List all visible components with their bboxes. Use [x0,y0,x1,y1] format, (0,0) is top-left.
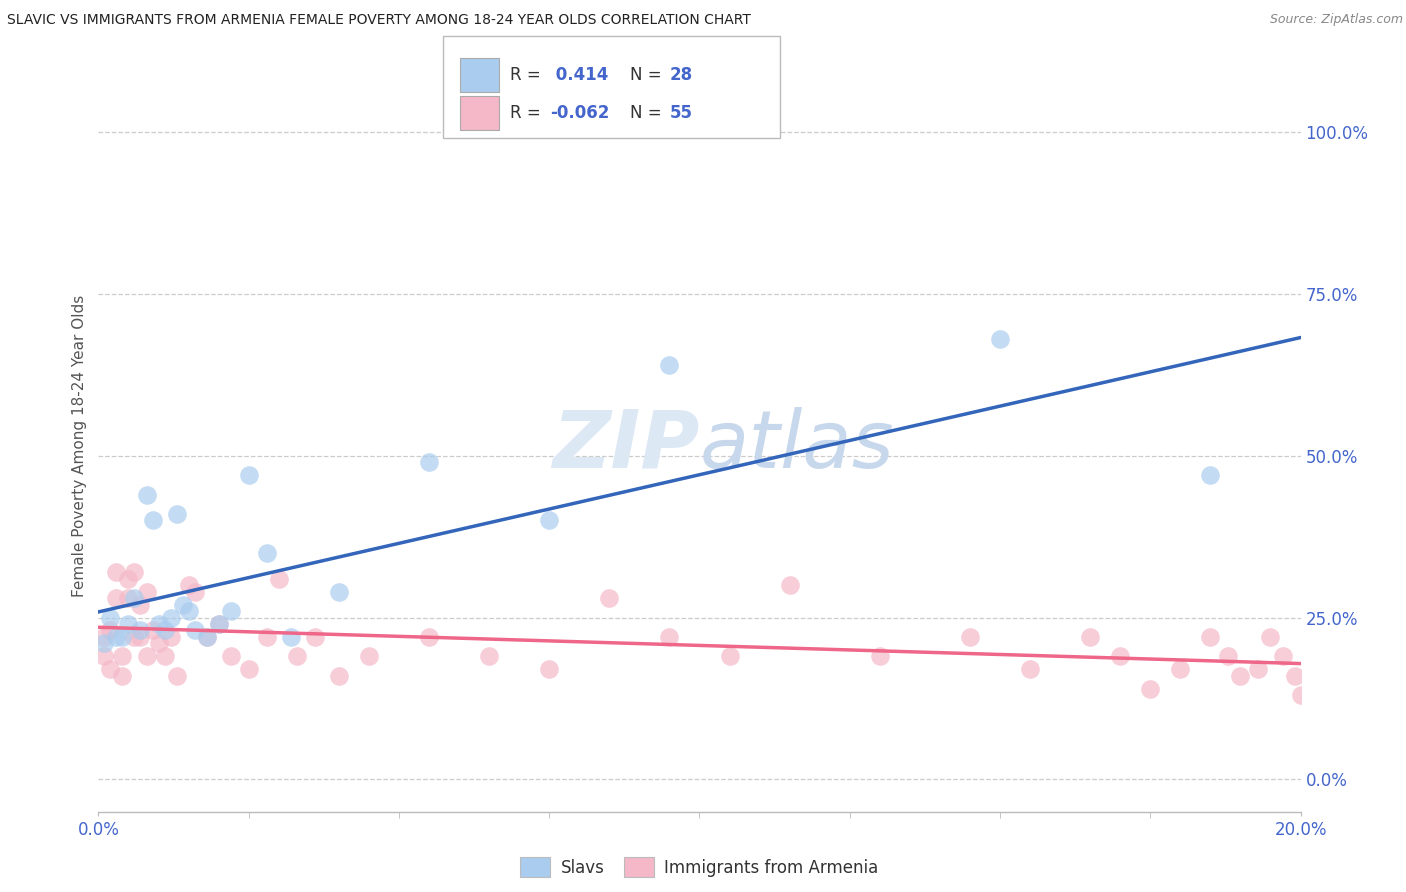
Point [166,669,188,683]
Point [1284,669,1306,683]
Point [1271,649,1294,664]
Point [153,649,176,664]
Point [328,669,350,683]
Point [1109,649,1132,664]
Text: N =: N = [630,66,666,84]
Point [177,604,200,618]
Point [959,630,981,644]
Text: SLAVIC VS IMMIGRANTS FROM ARMENIA FEMALE POVERTY AMONG 18-24 YEAR OLDS CORRELATI: SLAVIC VS IMMIGRANTS FROM ARMENIA FEMALE… [7,13,751,28]
Point [135,487,157,501]
Point [117,572,139,586]
Point [195,630,218,644]
Point [117,617,139,632]
Point [304,630,326,644]
Point [357,649,380,664]
Point [658,358,681,372]
Text: 28: 28 [669,66,692,84]
Point [177,578,200,592]
Point [183,584,205,599]
Text: N =: N = [630,103,666,121]
Point [1260,630,1282,644]
Point [328,584,350,599]
Point [598,591,620,606]
Text: R =: R = [510,66,547,84]
Point [124,630,146,644]
Point [105,566,128,580]
Point [111,669,134,683]
Point [100,624,122,638]
Point [159,630,181,644]
Point [111,630,134,644]
Point [988,332,1011,346]
Point [478,649,501,664]
Point [93,649,115,664]
Point [153,624,176,638]
Point [100,610,122,624]
Point [1289,688,1312,702]
Text: -0.062: -0.062 [550,103,609,121]
Text: 0.414: 0.414 [550,66,609,84]
Point [238,468,260,483]
Point [219,604,242,618]
Point [238,662,260,676]
Point [1199,468,1222,483]
Point [718,649,741,664]
Point [1019,662,1042,676]
Point [256,546,278,560]
Legend: Slavs, Immigrants from Armenia: Slavs, Immigrants from Armenia [513,850,886,884]
Point [285,649,308,664]
Point [1199,630,1222,644]
Point [141,624,163,638]
Text: atlas: atlas [699,407,894,485]
Point [1078,630,1101,644]
Point [208,617,231,632]
Point [129,630,152,644]
Point [256,630,278,644]
Point [135,649,157,664]
Text: ZIP: ZIP [553,407,699,485]
Text: 55: 55 [669,103,692,121]
Point [124,566,146,580]
Point [124,591,146,606]
Point [105,630,128,644]
Point [111,649,134,664]
Point [1229,669,1251,683]
Point [538,513,561,527]
Point [267,572,290,586]
Point [148,617,170,632]
Point [208,617,231,632]
Point [195,630,218,644]
Point [869,649,891,664]
Text: Source: ZipAtlas.com: Source: ZipAtlas.com [1270,13,1403,27]
Point [105,591,128,606]
Point [172,598,194,612]
Point [280,630,302,644]
Text: R =: R = [510,103,547,121]
Point [166,507,188,521]
Point [538,662,561,676]
Y-axis label: Female Poverty Among 18-24 Year Olds: Female Poverty Among 18-24 Year Olds [72,295,87,597]
Point [135,584,157,599]
Point [219,649,242,664]
Point [658,630,681,644]
Point [129,598,152,612]
Point [100,662,122,676]
Point [1139,681,1161,696]
Point [1218,649,1240,664]
Point [418,455,440,469]
Point [183,624,205,638]
Point [141,513,163,527]
Point [148,636,170,650]
Point [93,630,115,644]
Point [93,636,115,650]
Point [1247,662,1270,676]
Point [779,578,801,592]
Point [129,624,152,638]
Point [1170,662,1192,676]
Point [159,610,181,624]
Point [418,630,440,644]
Point [117,591,139,606]
